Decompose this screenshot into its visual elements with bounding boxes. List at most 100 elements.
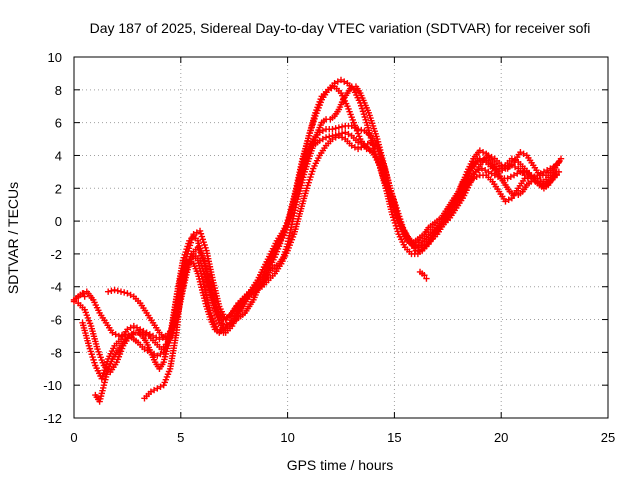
data-point-marker (329, 126, 336, 133)
axis-ticks: 0 5 10 15 20 25 -12 -10 -8 -6 -4 -2 0 2 4 6 8 10 (43, 50, 615, 445)
data-point-marker (79, 290, 86, 297)
data-point-marker (473, 173, 480, 180)
data-point-marker (543, 180, 551, 187)
data-points (70, 76, 565, 405)
data-point-marker (504, 175, 511, 182)
data-point-marker (111, 286, 118, 294)
plot-frame (73, 56, 609, 419)
data-point-marker (112, 331, 119, 338)
y-tick-label: -4 (50, 280, 62, 295)
x-tick-label: 25 (601, 430, 615, 445)
y-tick-label: 0 (55, 214, 62, 229)
data-point-marker (499, 167, 506, 174)
data-point-marker (319, 127, 327, 135)
data-point-marker (153, 334, 160, 341)
data-point-marker (479, 148, 487, 156)
data-point-marker (130, 322, 138, 330)
data-point-marker (124, 290, 131, 297)
y-tick-label: 10 (48, 50, 62, 65)
data-point-marker (364, 140, 371, 148)
data-point-marker (485, 152, 492, 159)
x-tick-label: 20 (494, 430, 508, 445)
data-point-marker (348, 142, 355, 149)
data-point-marker (334, 78, 341, 85)
data-point-marker (127, 291, 134, 299)
data-point-marker (341, 78, 348, 85)
data-point-marker (417, 242, 425, 249)
data-point-marker (517, 148, 524, 156)
data-point-marker (485, 168, 492, 176)
data-point-marker (124, 326, 131, 333)
data-point-marker (414, 244, 422, 251)
data-point-marker (358, 126, 365, 134)
data-point-marker (527, 175, 535, 182)
data-point-marker (553, 171, 560, 179)
data-point-marker (338, 134, 346, 141)
data-point-marker (140, 327, 147, 335)
x-tick-label: 15 (387, 430, 401, 445)
data-point-marker (150, 386, 158, 394)
data-point-marker (338, 123, 346, 130)
data-point-marker (332, 125, 339, 132)
data-point-marker (108, 287, 115, 295)
data-point-marker (117, 288, 125, 295)
data-point-marker (141, 345, 148, 353)
data-point-marker (421, 272, 428, 279)
data-point-marker (332, 134, 339, 141)
data-point-marker (156, 336, 163, 343)
data-point-marker (354, 145, 362, 153)
data-point-marker (505, 196, 512, 203)
data-point-marker (531, 176, 538, 184)
data-point-marker (190, 231, 197, 238)
data-point-marker (165, 334, 173, 341)
y-tick-label: -8 (50, 345, 62, 360)
data-point-marker (143, 329, 150, 336)
data-point-marker (470, 175, 477, 182)
data-point-marker (540, 168, 548, 176)
data-point-marker (120, 289, 128, 296)
data-point-marker (326, 133, 333, 140)
data-point-marker (361, 142, 368, 149)
data-point-marker (502, 198, 509, 205)
x-tick-label: 5 (177, 430, 184, 445)
data-point-marker (511, 163, 519, 171)
data-point-marker (534, 178, 541, 185)
data-point-marker (154, 352, 161, 359)
data-point-marker (109, 329, 116, 336)
data-point-marker (146, 331, 154, 338)
data-point-marker (351, 144, 359, 151)
data-point-marker (335, 124, 343, 131)
data-point-marker (540, 181, 548, 189)
data-point-marker (488, 153, 495, 161)
data-point-marker (337, 76, 345, 84)
data-point-marker (498, 162, 505, 169)
data-point-marker (162, 336, 170, 343)
chart-title: Day 187 of 2025, Sidereal Day-to-day VTE… (90, 20, 591, 36)
data-point-marker (508, 155, 516, 162)
data-point-marker (114, 287, 121, 295)
data-point-marker (510, 171, 518, 179)
data-point-marker (423, 275, 430, 282)
data-point-marker (319, 135, 327, 143)
data-point-marker (217, 327, 224, 335)
data-point-marker (157, 350, 164, 358)
data-point-marker (157, 383, 164, 391)
data-point-marker (342, 129, 349, 136)
data-point-marker (104, 288, 112, 295)
data-point-marker (345, 130, 352, 138)
data-point-marker (514, 170, 521, 177)
y-tick-label: -12 (43, 411, 62, 426)
data-point-marker (115, 332, 123, 340)
data-point-marker (537, 180, 544, 187)
data-point-marker (252, 286, 259, 294)
x-tick-label: 0 (70, 430, 77, 445)
data-point-marker (520, 150, 527, 158)
data-point-marker (147, 388, 155, 395)
data-point-marker (358, 144, 365, 151)
data-point-marker (255, 285, 262, 292)
data-point-marker (329, 135, 336, 143)
data-point-marker (81, 293, 88, 300)
data-point-marker (488, 170, 495, 177)
data-point-marker (213, 326, 221, 333)
